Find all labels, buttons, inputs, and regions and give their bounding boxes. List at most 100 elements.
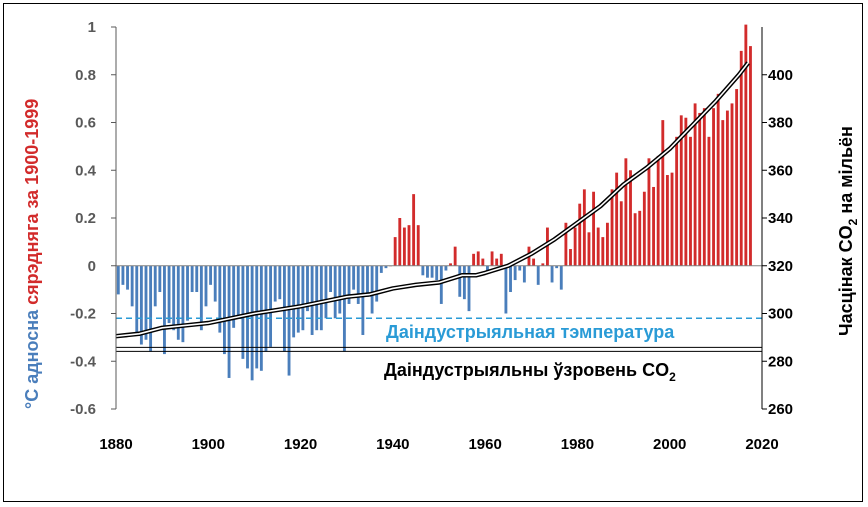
temperature-bar	[310, 265, 314, 335]
temperature-bar	[126, 265, 129, 290]
temperature-bar	[661, 120, 665, 266]
right-tick-label: 280	[768, 353, 793, 370]
temperature-bar	[504, 265, 508, 314]
right-tick-label: 340	[768, 210, 793, 227]
temperature-bar	[564, 222, 568, 266]
right-tick-label: 300	[768, 306, 793, 323]
temperature-bar	[638, 210, 642, 266]
temperature-bar	[361, 265, 365, 335]
x-tick-label: 1940	[376, 436, 409, 453]
temperature-bar	[356, 265, 360, 304]
temperature-bar	[130, 265, 134, 307]
left-axis-title-part-2: сярэдняга за 1900-1999	[22, 99, 42, 305]
temperature-bar	[629, 170, 632, 266]
temperature-bar	[476, 251, 480, 266]
temperature-bar	[278, 265, 282, 300]
temperature-bar	[329, 265, 332, 293]
temperature-bar	[273, 265, 277, 302]
left-tick-label: 0.2	[75, 210, 96, 227]
temperature-bar	[398, 218, 402, 266]
temperature-bar	[153, 265, 157, 307]
temperature-bar	[642, 191, 646, 266]
temperature-bar	[393, 237, 397, 266]
temperature-bar	[379, 265, 383, 273]
temperature-bar	[472, 253, 476, 266]
temperature-bar	[144, 265, 148, 340]
temperature-bar	[633, 213, 637, 266]
left-tick-label: 0.4	[75, 162, 97, 179]
temperature-bar	[416, 225, 420, 266]
temperature-bar	[624, 158, 628, 266]
temperature-bar	[366, 265, 369, 297]
left-axis-title-part-1: °C адносна	[22, 305, 42, 409]
temperature-bar	[689, 136, 692, 266]
preindustrial-co2-label-sub: 2	[669, 370, 676, 384]
temperature-bar	[190, 265, 194, 293]
temperature-bar	[721, 120, 725, 266]
temperature-bar	[204, 265, 208, 307]
left-tick-label: 1	[88, 19, 96, 36]
temperature-bar	[163, 265, 166, 355]
x-tick-label: 1900	[192, 436, 225, 453]
x-tick-label: 2000	[653, 436, 686, 453]
temperature-bar	[315, 265, 319, 331]
left-axis-title: °C адносна сярэдняга за 1900-1999	[22, 99, 42, 409]
temperature-bar	[739, 50, 743, 266]
temperature-bar	[749, 46, 752, 266]
temperature-bar	[269, 265, 273, 347]
temperature-bar	[264, 265, 268, 352]
temperature-bar	[462, 265, 466, 300]
temperature-bar	[605, 222, 609, 266]
temperature-bar	[421, 265, 425, 276]
preindustrial-co2-label-main: Даіндустрыяльны ўзровень CO	[384, 360, 669, 380]
temperature-bar	[167, 265, 171, 324]
x-tick-label: 1960	[468, 436, 501, 453]
temperature-bar	[287, 265, 291, 376]
temperature-bar	[532, 258, 536, 266]
temperature-bar	[199, 265, 203, 331]
left-tick-label: -0.4	[70, 353, 97, 370]
temperature-bar	[619, 201, 623, 266]
temperature-bar	[232, 265, 236, 328]
temperature-bar	[725, 110, 729, 266]
right-axis-title: Часцінак CO2 на мільён	[836, 126, 860, 336]
temperature-bars	[116, 24, 752, 381]
reference-lines	[116, 265, 762, 352]
left-tick-label: -0.2	[70, 306, 96, 323]
temperature-bar	[116, 265, 120, 295]
temperature-bar	[296, 265, 300, 333]
temperature-bar	[550, 265, 554, 283]
temperature-bar	[407, 225, 411, 266]
temperature-bar	[578, 203, 582, 266]
preindustrial-co2-label: Даіндустрыяльны ўзровень CO2	[384, 360, 676, 384]
right-axis-title-main: Часцінак CO	[836, 225, 856, 336]
temperature-bar	[370, 265, 374, 314]
temperature-bar	[324, 265, 328, 319]
left-tick-label: -0.6	[70, 401, 96, 418]
temperature-bar	[342, 265, 346, 352]
temperature-bar	[426, 265, 429, 278]
temperature-bar	[587, 232, 591, 266]
temperature-bar	[707, 136, 711, 266]
temperature-bar	[652, 186, 655, 266]
left-axis-ticks: -0.6 -0.4 -0.2 0 0.2 0.4 0.6 0.8 1	[70, 19, 116, 418]
temperature-bar	[458, 265, 462, 297]
x-tick-label: 2020	[745, 436, 778, 453]
temperature-bar	[596, 227, 600, 266]
temperature-bar	[227, 265, 231, 378]
temperature-bar	[430, 265, 434, 278]
temperature-bar	[172, 265, 176, 331]
right-tick-label: 360	[768, 162, 793, 179]
temperature-bar	[306, 265, 309, 312]
temperature-bar	[509, 265, 512, 293]
temperature-bar	[121, 265, 125, 285]
temperature-bar	[301, 265, 305, 331]
temperature-bar	[250, 265, 254, 381]
temperature-bar	[449, 263, 452, 266]
temperature-bar	[209, 265, 213, 285]
temperature-bar	[536, 265, 540, 285]
axes	[115, 27, 763, 409]
temperature-bar	[338, 265, 342, 314]
temperature-bar	[223, 265, 226, 355]
